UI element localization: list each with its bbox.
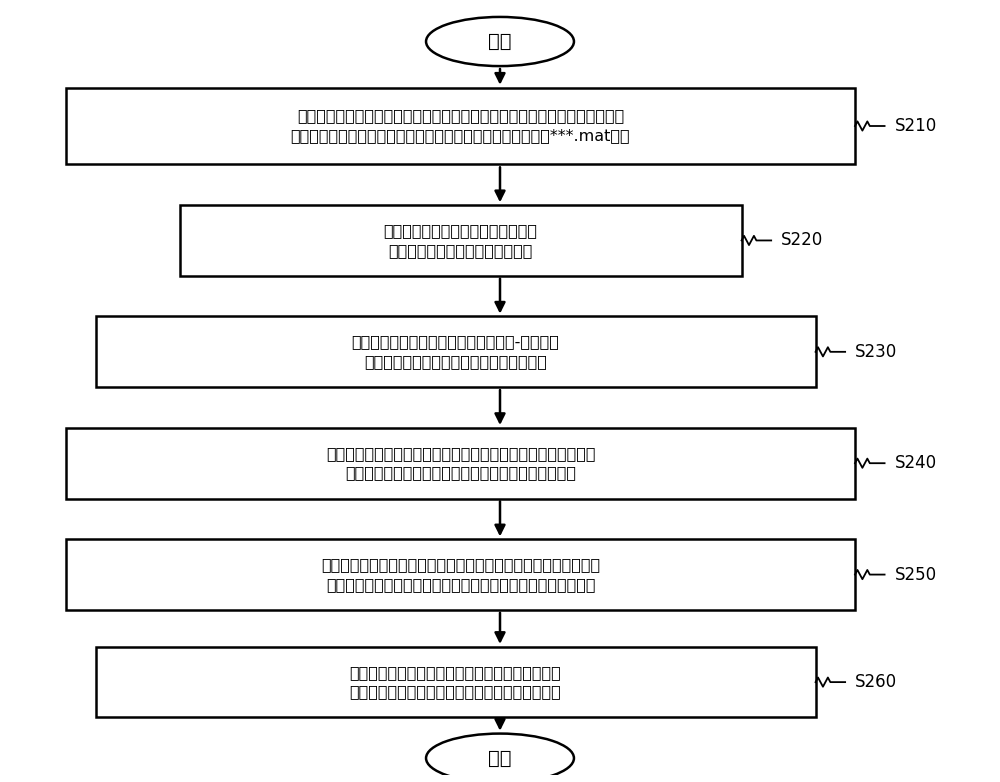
Text: S210: S210 [894,117,937,135]
Text: S250: S250 [894,565,937,583]
FancyBboxPatch shape [66,428,855,499]
Text: 储存并输出灰度级及彩色减影磁共振动脉造影术与
静脉造影术影像、彩色四维磁共振血管造影术影像: 储存并输出灰度级及彩色减影磁共振动脉造影术与 静脉造影术影像、彩色四维磁共振血管… [350,665,562,700]
FancyBboxPatch shape [66,540,855,610]
Text: 在按照扫描时间顺序加载四维磁共振血管造影术影像，转换为减影最大强度投
影影像后储存为综合具有整体影像的时间、空间、信号信息的***.mat文件: 在按照扫描时间顺序加载四维磁共振血管造影术影像，转换为减影最大强度投 影影像后储… [291,109,630,143]
FancyBboxPatch shape [180,205,742,276]
Ellipse shape [426,17,574,66]
Text: S260: S260 [855,673,897,691]
Text: 运用区分为动脉期、毛细血管期、静脉期的信息，应用影像减影
技法而构成减影磁共振动脉造影与减影磁共振静脉造影: 运用区分为动脉期、毛细血管期、静脉期的信息，应用影像减影 技法而构成减影磁共振动… [326,446,595,481]
Text: 结束: 结束 [488,748,512,768]
Text: 输出减影最大强度投影并确认四维影
像是否按照时间顺序正确进行排序: 输出减影最大强度投影并确认四维影 像是否按照时间顺序正确进行排序 [384,223,538,258]
Text: S240: S240 [894,454,937,472]
Text: 对减影磁共振动脉造影术影像与静脉造影术影像、四维磁共振血管
造影术影像区分动脉期、毛细血管期、静脉期并用颜色进行编码: 对减影磁共振动脉造影术影像与静脉造影术影像、四维磁共振血管 造影术影像区分动脉期… [321,558,600,592]
FancyBboxPatch shape [66,88,855,164]
FancyBboxPatch shape [96,317,816,387]
Text: S220: S220 [781,231,823,249]
Text: 在动脉与静脉指定感兴趣区并提取时间-信号强度
曲线，区分为动脉期、毛细血管期、静脉期: 在动脉与静脉指定感兴趣区并提取时间-信号强度 曲线，区分为动脉期、毛细血管期、静… [352,335,560,369]
Ellipse shape [426,734,574,782]
FancyBboxPatch shape [96,647,816,717]
Text: S230: S230 [855,343,897,361]
Text: 开始: 开始 [488,32,512,51]
